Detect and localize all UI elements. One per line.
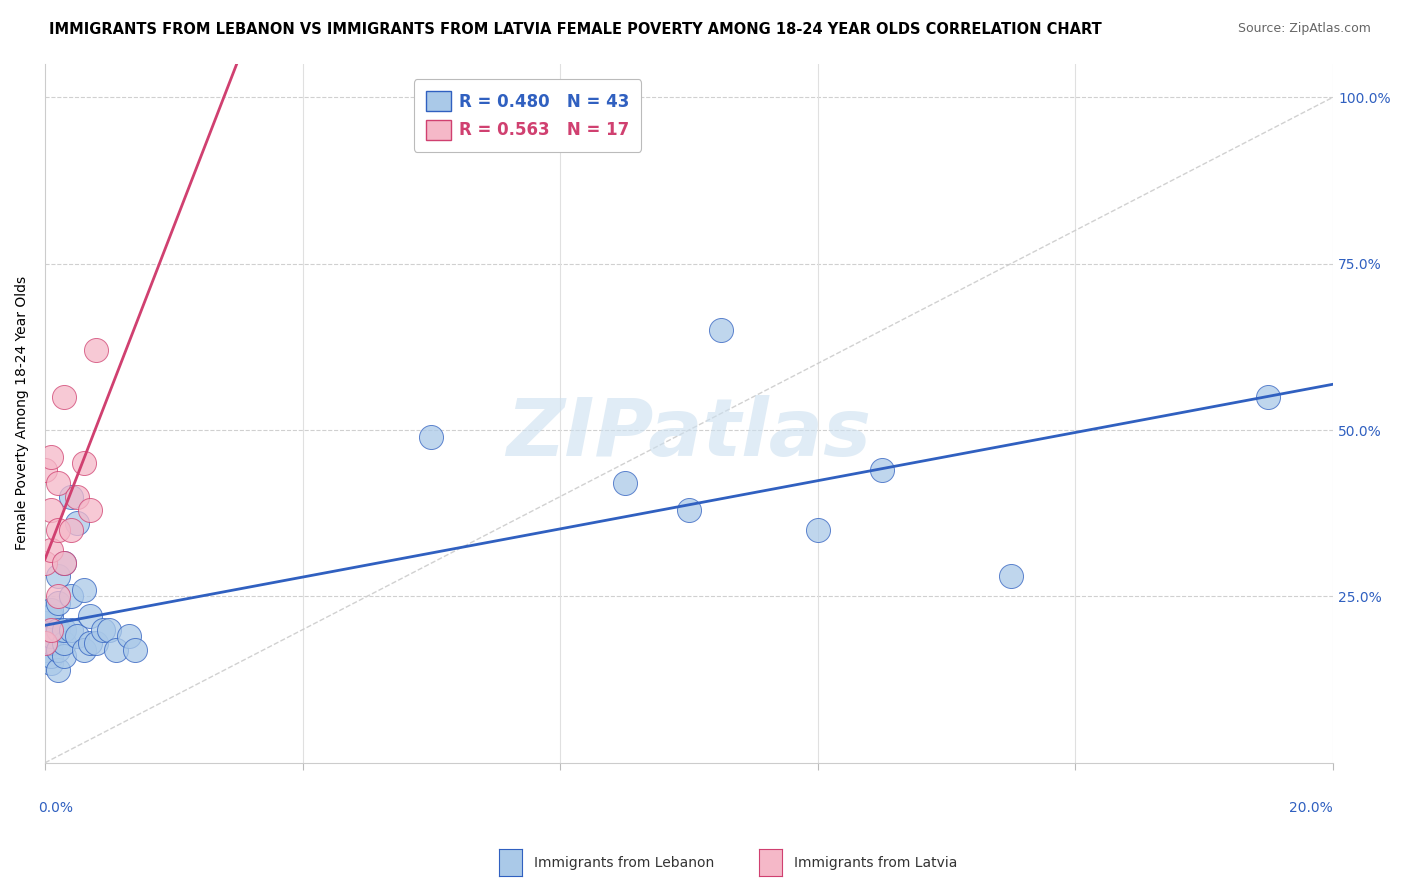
Point	[118, 629, 141, 643]
Point	[66, 490, 89, 504]
Point	[41, 609, 63, 624]
Point	[98, 623, 121, 637]
Point	[79, 609, 101, 624]
Point	[34, 636, 56, 650]
Point	[59, 490, 82, 504]
Point	[53, 623, 76, 637]
Point	[870, 463, 893, 477]
Legend: R = 0.480   N = 43, R = 0.563   N = 17: R = 0.480 N = 43, R = 0.563 N = 17	[413, 79, 641, 152]
Point	[46, 590, 69, 604]
Text: 20.0%: 20.0%	[1289, 801, 1333, 815]
Point	[124, 642, 146, 657]
Point	[34, 623, 56, 637]
Point	[41, 656, 63, 670]
Point	[46, 623, 69, 637]
Y-axis label: Female Poverty Among 18-24 Year Olds: Female Poverty Among 18-24 Year Olds	[15, 277, 30, 550]
Point	[710, 323, 733, 337]
Point	[59, 523, 82, 537]
Point	[53, 556, 76, 570]
Point	[34, 636, 56, 650]
Point	[613, 476, 636, 491]
Point	[53, 649, 76, 664]
Point	[66, 516, 89, 531]
Point	[41, 636, 63, 650]
Point	[46, 569, 69, 583]
Point	[72, 642, 94, 657]
Point	[34, 642, 56, 657]
Point	[46, 642, 69, 657]
Text: Immigrants from Latvia: Immigrants from Latvia	[794, 856, 957, 871]
Point	[41, 649, 63, 664]
Point	[34, 615, 56, 630]
Point	[53, 556, 76, 570]
Point	[86, 343, 108, 358]
Point	[807, 523, 830, 537]
Point	[72, 582, 94, 597]
Point	[34, 463, 56, 477]
Point	[79, 636, 101, 650]
Point	[59, 590, 82, 604]
Point	[1257, 390, 1279, 404]
Point	[53, 636, 76, 650]
Point	[41, 542, 63, 557]
Point	[34, 629, 56, 643]
Point	[66, 629, 89, 643]
Point	[46, 663, 69, 677]
Point	[53, 390, 76, 404]
Text: 0.0%: 0.0%	[38, 801, 73, 815]
Point	[678, 503, 700, 517]
Point	[72, 456, 94, 470]
Point	[59, 623, 82, 637]
Point	[79, 503, 101, 517]
Point	[41, 629, 63, 643]
Point	[91, 623, 114, 637]
Text: ZIPatlas: ZIPatlas	[506, 395, 872, 474]
Text: Source: ZipAtlas.com: Source: ZipAtlas.com	[1237, 22, 1371, 36]
Point	[46, 476, 69, 491]
Point	[41, 603, 63, 617]
Point	[420, 430, 443, 444]
Point	[46, 523, 69, 537]
Point	[104, 642, 127, 657]
Point	[34, 556, 56, 570]
Text: Immigrants from Lebanon: Immigrants from Lebanon	[534, 856, 714, 871]
Text: IMMIGRANTS FROM LEBANON VS IMMIGRANTS FROM LATVIA FEMALE POVERTY AMONG 18-24 YEA: IMMIGRANTS FROM LEBANON VS IMMIGRANTS FR…	[49, 22, 1102, 37]
Point	[41, 450, 63, 464]
Point	[1000, 569, 1022, 583]
Point	[41, 623, 63, 637]
Point	[86, 636, 108, 650]
Point	[46, 596, 69, 610]
Point	[41, 503, 63, 517]
